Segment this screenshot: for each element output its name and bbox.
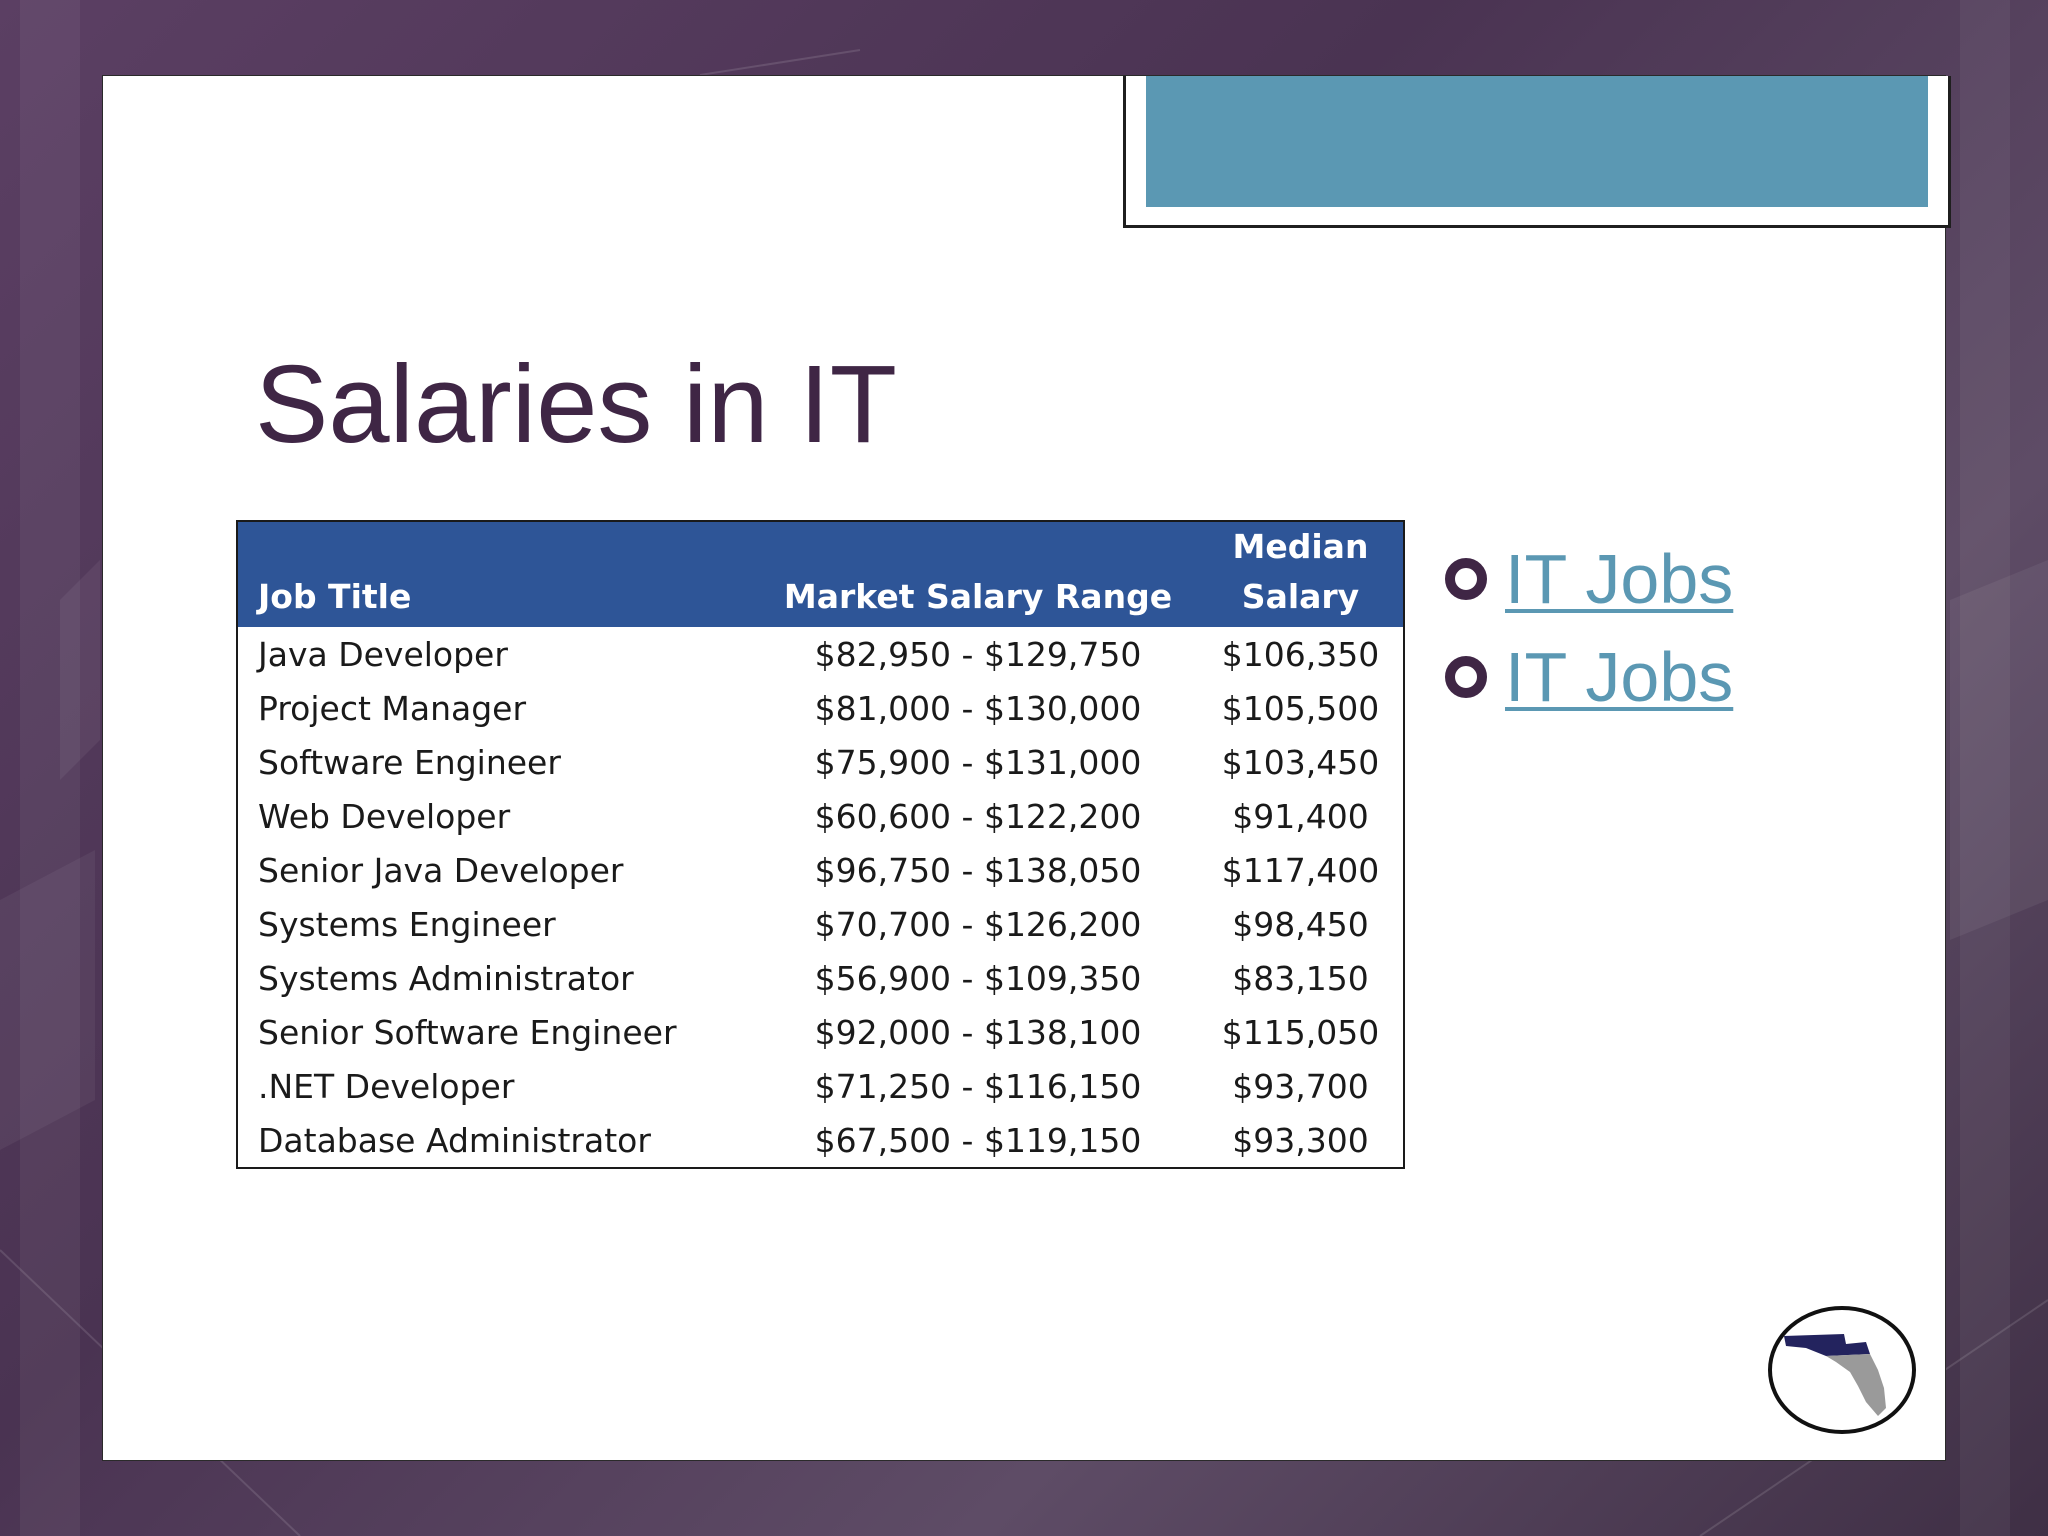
cell-median: $93,300	[1232, 1120, 1369, 1160]
table-row: .NET Developer $71,250 - $116,150 $93,700	[237, 1059, 1404, 1113]
cell-job-title: Senior Software Engineer	[258, 1012, 677, 1052]
bullet-circle-icon	[1445, 656, 1487, 698]
cell-job-title: Database Administrator	[258, 1120, 651, 1160]
cell-median: $98,450	[1232, 904, 1369, 944]
cell-median: $106,350	[1221, 634, 1380, 674]
cell-salary-range: $96,750 - $138,050	[814, 850, 1142, 890]
table-row: Systems Administrator $56,900 - $109,350 $…	[237, 951, 1404, 1005]
slide	[102, 75, 1951, 1461]
it-jobs-link[interactable]: IT Jobs	[1505, 540, 1734, 618]
salary-table: Job Title Market Salary Range Median Sala…	[236, 520, 1405, 1169]
table-row: Java Developer $82,950 - $129,750 $106,350	[237, 627, 1404, 681]
cell-job-title: .NET Developer	[258, 1066, 515, 1106]
cell-salary-range: $70,700 - $126,200	[814, 904, 1142, 944]
cell-salary-range: $75,900 - $131,000	[814, 742, 1142, 782]
cell-salary-range: $92,000 - $138,100	[814, 1012, 1142, 1052]
header-median-salary: Median Salary	[1198, 521, 1404, 627]
cell-job-title: Web Developer	[258, 796, 511, 836]
title-accent-fill	[1146, 76, 1928, 207]
table-row: Database Administrator $67,500 - $119,150…	[237, 1113, 1404, 1168]
cell-salary-range: $82,950 - $129,750	[814, 634, 1142, 674]
cell-salary-range: $67,500 - $119,150	[814, 1120, 1142, 1160]
cell-salary-range: $71,250 - $116,150	[814, 1066, 1142, 1106]
cell-job-title: Systems Administrator	[258, 958, 634, 998]
bullet-circle-icon	[1445, 558, 1487, 600]
header-job-title: Job Title	[237, 521, 758, 627]
table-row: Senior Software Engineer $92,000 - $138,1…	[237, 1005, 1404, 1059]
header-median-line2: Salary	[1241, 576, 1360, 616]
it-jobs-link[interactable]: IT Jobs	[1505, 638, 1734, 716]
table-row: Software Engineer $75,900 - $131,000 $103,…	[237, 735, 1404, 789]
slide-title: Salaries in IT	[255, 343, 897, 466]
cell-job-title: Software Engineer	[258, 742, 561, 782]
cell-salary-range: $81,000 - $130,000	[814, 688, 1142, 728]
background-stripe	[20, 0, 80, 1536]
list-item: IT Jobs	[1445, 530, 1733, 628]
list-item: IT Jobs	[1445, 628, 1733, 726]
cell-job-title: Java Developer	[258, 634, 508, 674]
table-header-row: Job Title Market Salary Range Median Sala…	[237, 521, 1404, 627]
table-row: Systems Engineer $70,700 - $126,200 $98,45…	[237, 897, 1404, 951]
cell-median: $91,400	[1232, 796, 1369, 836]
cell-median: $117,400	[1221, 850, 1380, 890]
table-row: Senior Java Developer $96,750 - $138,050 $…	[237, 843, 1404, 897]
background-stripe	[1960, 0, 2010, 1536]
cell-median: $93,700	[1232, 1066, 1369, 1106]
header-market-salary-range: Market Salary Range	[758, 521, 1198, 627]
cell-salary-range: $56,900 - $109,350	[814, 958, 1142, 998]
cell-median: $103,450	[1221, 742, 1380, 782]
florida-state-logo-icon	[1768, 1306, 1916, 1434]
table-row: Project Manager $81,000 - $130,000 $105,50…	[237, 681, 1404, 735]
links-list: IT Jobs IT Jobs	[1445, 530, 1733, 726]
cell-job-title: Project Manager	[258, 688, 527, 728]
cell-job-title: Systems Engineer	[258, 904, 556, 944]
title-accent-box	[1123, 76, 1951, 228]
cell-median: $105,500	[1221, 688, 1380, 728]
header-median-line1: Median	[1232, 527, 1369, 566]
cell-salary-range: $60,600 - $122,200	[814, 796, 1142, 836]
cell-median: $83,150	[1232, 958, 1369, 998]
cell-job-title: Senior Java Developer	[258, 850, 624, 890]
table-row: Web Developer $60,600 - $122,200 $91,400	[237, 789, 1404, 843]
cell-median: $115,050	[1221, 1012, 1380, 1052]
